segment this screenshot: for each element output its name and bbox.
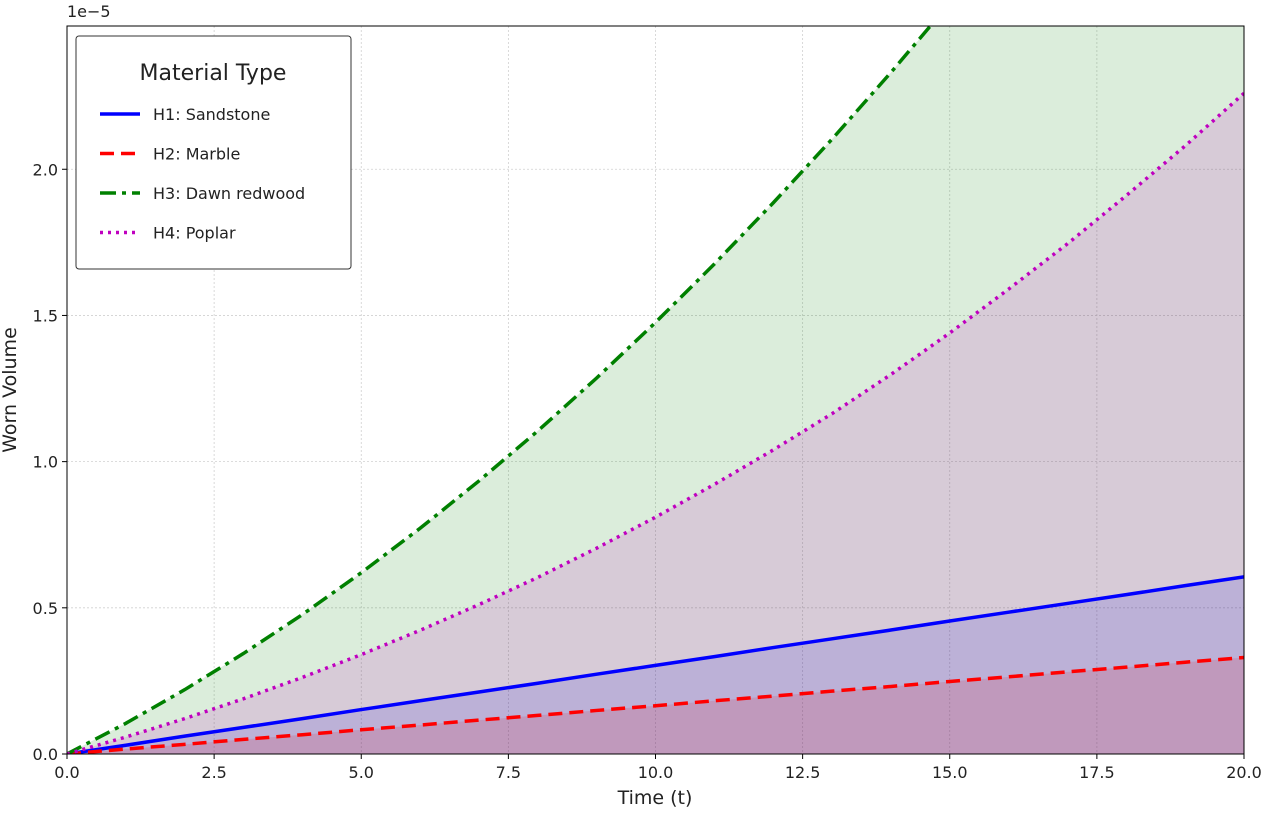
y-tick-label: 2.0 [33,160,58,179]
x-tick-label: 20.0 [1226,763,1262,782]
line [67,26,933,754]
plot-frame [66,25,1245,755]
x-tick-label: 17.5 [1079,763,1115,782]
legend-title: Material Type [140,61,287,86]
y-tick-label: 1.5 [33,306,58,325]
area-fill [67,26,1244,754]
legend-label: H1: Sandstone [153,105,270,124]
y-axis-label: Worn Volume [0,327,21,453]
x-tick-label: 5.0 [349,763,374,782]
y-tick-label: 0.5 [33,599,58,618]
legend-label: H2: Marble [153,145,240,164]
y-offset-label: 1e−5 [67,2,111,21]
legend-label: H3: Dawn redwood [153,184,305,203]
x-tick-label: 10.0 [638,763,674,782]
x-tick-label: 2.5 [201,763,226,782]
plot-area [67,26,1244,754]
x-axis-label: Time (t) [617,787,693,809]
y-tick-label: 0.0 [33,745,58,764]
legend-label: H4: Poplar [153,224,236,243]
line [67,91,1244,754]
x-tick-label: 0.0 [54,763,79,782]
line [67,655,1244,754]
line [67,575,1244,754]
x-tick-label: 15.0 [932,763,968,782]
legend-box [75,35,352,270]
x-tick-label: 12.5 [785,763,821,782]
area-fill [67,93,1244,754]
x-tick-label: 7.5 [496,763,521,782]
y-tick-label: 1.0 [33,453,58,472]
